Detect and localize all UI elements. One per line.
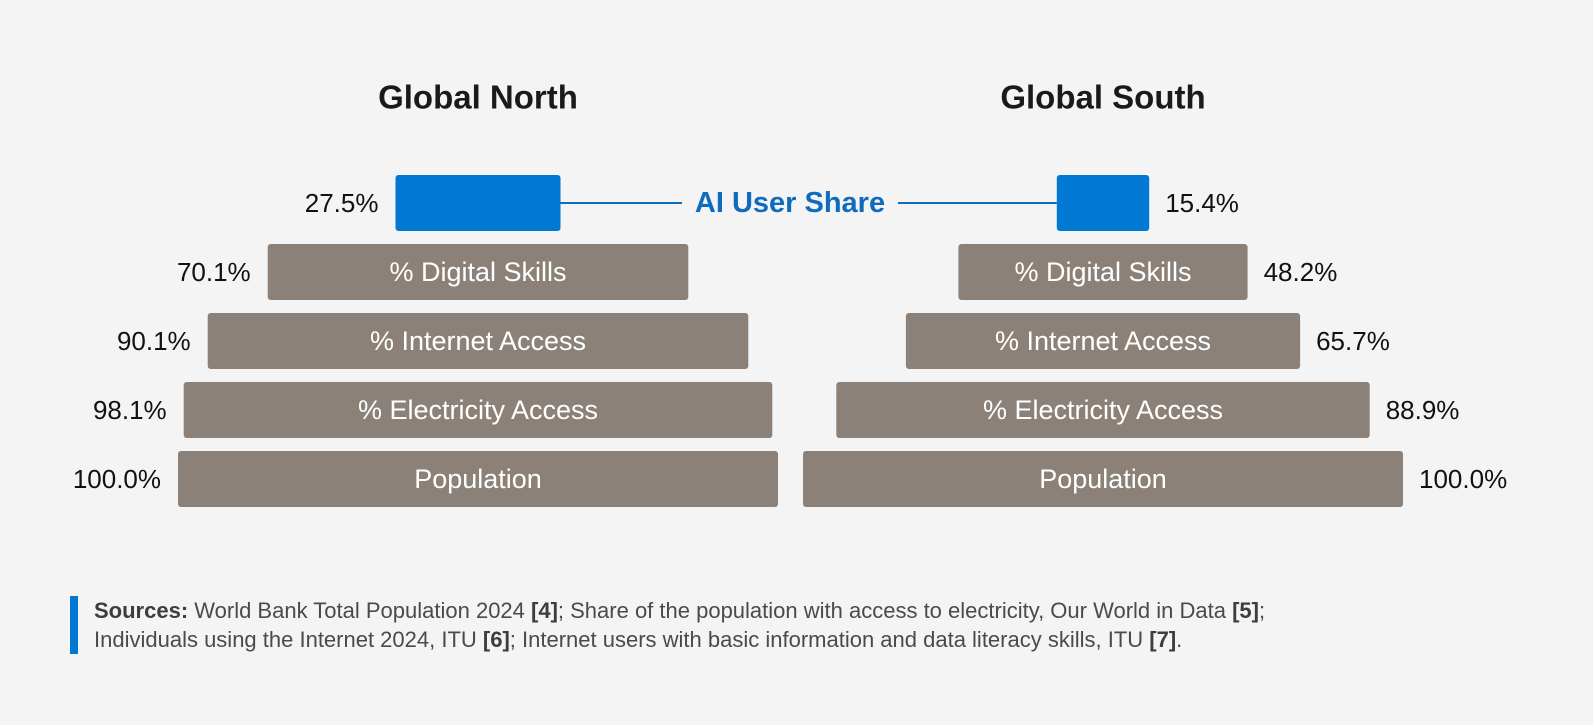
bar-label: Population xyxy=(1039,464,1167,494)
bar-label: % Digital Skills xyxy=(1014,257,1191,287)
source-text: ; Internet users with basic information … xyxy=(509,627,1150,652)
value-label: 27.5% xyxy=(305,188,379,218)
funnel-bar xyxy=(267,244,689,300)
bar-label: % Electricity Access xyxy=(983,395,1223,425)
bar-label: Population xyxy=(414,464,542,494)
funnel-bar xyxy=(905,313,1301,369)
value-label: 98.1% xyxy=(93,395,167,425)
value-label: 70.1% xyxy=(177,257,251,287)
chart-title: Global North xyxy=(378,79,578,116)
funnel-bar xyxy=(395,175,561,231)
source-ref: [7] xyxy=(1149,627,1177,652)
source-text: ; Individuals using the Internet 2024, I… xyxy=(94,598,1266,652)
funnel-bar xyxy=(207,313,749,369)
funnel-bar xyxy=(178,451,778,507)
value-label: 100.0% xyxy=(73,464,161,494)
value-label: 88.9% xyxy=(1386,395,1460,425)
bar-label: % Internet Access xyxy=(995,326,1211,356)
funnel-bar xyxy=(958,244,1248,300)
funnel-bar xyxy=(183,382,773,438)
chart-title: Global South xyxy=(1000,79,1205,116)
bar-label: % Electricity Access xyxy=(358,395,598,425)
value-label: 100.0% xyxy=(1419,464,1507,494)
source-text: . xyxy=(1176,627,1183,652)
bar-label: % Internet Access xyxy=(370,326,586,356)
source-ref: [4] xyxy=(531,598,558,623)
value-label: 90.1% xyxy=(117,326,191,356)
value-label: 48.2% xyxy=(1264,257,1338,287)
source-text: World Bank Total Population 2024 xyxy=(188,598,532,623)
funnel-bar xyxy=(803,451,1403,507)
funnel-bar xyxy=(836,382,1370,438)
source-ref: Sources: xyxy=(94,598,189,623)
source-text: ; Share of the population with access to… xyxy=(557,598,1233,623)
funnel-charts: Global North 27.5% AI User Share 70.1% % Dig… xyxy=(73,79,1507,507)
callout-label: AI User Share xyxy=(695,187,885,219)
bar-label: % Digital Skills xyxy=(389,257,566,287)
source-ref: [6] xyxy=(482,627,510,652)
funnel-bar xyxy=(1056,175,1150,231)
source-ref: [5] xyxy=(1232,598,1259,623)
value-label: 15.4% xyxy=(1165,188,1239,218)
value-label: 65.7% xyxy=(1316,326,1390,356)
sources-note: Sources: World Bank Total Population 202… xyxy=(70,596,1360,654)
